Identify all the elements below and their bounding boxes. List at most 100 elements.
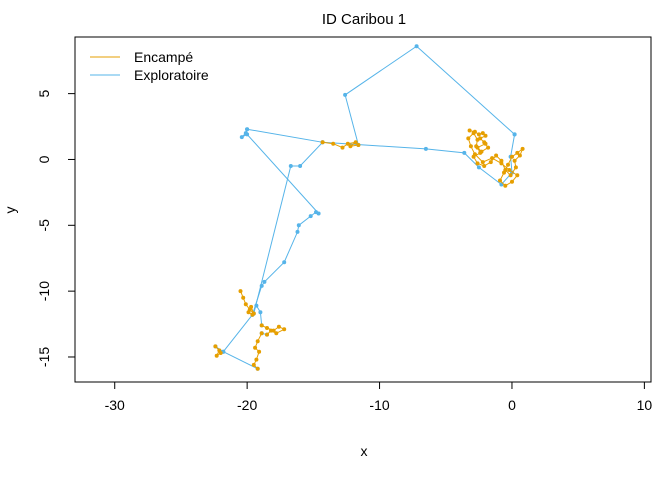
data-point	[498, 178, 502, 183]
data-point	[482, 164, 487, 168]
data-point	[276, 324, 281, 329]
y-axis: -15 -10 -5 0 5	[36, 90, 76, 367]
series-line	[215, 314, 253, 353]
data-point	[320, 140, 325, 145]
data-point	[265, 326, 269, 330]
series-line	[247, 128, 324, 314]
data-point	[239, 135, 244, 140]
data-point	[476, 165, 481, 170]
data-point	[423, 146, 428, 151]
data-point	[345, 141, 350, 146]
data-point	[296, 223, 301, 228]
data-point	[490, 156, 495, 161]
data-point	[265, 332, 269, 337]
data-point	[246, 310, 251, 315]
data-point	[483, 133, 488, 138]
data-point	[282, 327, 287, 332]
data-point	[510, 179, 514, 184]
data-point	[475, 161, 480, 166]
x-axis-label: x	[361, 443, 368, 459]
data-point	[482, 140, 487, 145]
data-point	[218, 351, 223, 355]
x-tick-label: 10	[637, 397, 653, 413]
y-tick-label: 0	[36, 155, 52, 163]
x-axis: -30 -20 -10 0 10	[105, 381, 653, 413]
chart-title: ID Caribou 1	[322, 11, 406, 28]
data-point	[480, 131, 485, 136]
data-point	[282, 260, 287, 265]
legend: Encampé Exploratoire	[90, 49, 209, 83]
data-point	[245, 127, 250, 132]
data-point	[259, 331, 264, 336]
data-point	[466, 136, 471, 141]
data-point	[243, 302, 248, 307]
data-point	[486, 145, 491, 150]
series-line	[344, 45, 515, 146]
data-point	[308, 214, 313, 219]
data-point	[503, 183, 508, 188]
data-point	[353, 140, 358, 145]
data-point	[510, 154, 514, 159]
series-line	[215, 346, 221, 358]
data-point	[250, 312, 255, 317]
data-point	[249, 304, 254, 309]
data-point	[331, 141, 336, 146]
x-tick-label: -10	[369, 397, 389, 413]
series-line	[223, 351, 258, 370]
data-point	[356, 143, 361, 147]
series-exploratoire	[213, 44, 517, 371]
series-line	[241, 129, 319, 315]
data-point	[502, 170, 506, 175]
data-point	[343, 92, 348, 97]
data-point	[475, 137, 480, 142]
data-point	[213, 344, 218, 349]
data-point	[499, 161, 504, 166]
x-tick-label: -30	[105, 397, 125, 413]
data-point	[245, 132, 250, 137]
legend-label: Exploratoire	[134, 67, 209, 83]
y-tick-label: 5	[36, 90, 52, 98]
data-point	[488, 160, 493, 165]
data-point	[251, 362, 256, 367]
data-point	[241, 295, 246, 300]
data-point	[471, 131, 476, 136]
data-point	[476, 132, 481, 137]
data-point	[288, 164, 293, 168]
data-point	[506, 162, 510, 167]
data-point	[254, 303, 259, 308]
data-point	[472, 152, 477, 157]
data-point	[298, 164, 303, 168]
plot-frame	[74, 36, 652, 383]
data-point	[255, 339, 260, 344]
data-point	[494, 153, 499, 158]
data-point	[515, 173, 520, 178]
y-tick-label: -5	[36, 219, 52, 232]
y-tick-label: -10	[36, 281, 52, 301]
legend-label: Encampé	[134, 49, 193, 65]
data-point	[474, 144, 479, 149]
data-point	[512, 132, 517, 137]
data-point	[414, 44, 419, 49]
data-point	[467, 128, 472, 133]
y-tick-label: -15	[36, 347, 52, 367]
x-tick-label: -20	[237, 397, 257, 413]
data-point	[214, 353, 219, 358]
data-point	[513, 165, 518, 170]
data-point	[348, 144, 353, 149]
data-point	[269, 328, 273, 333]
data-point	[259, 323, 264, 328]
data-point	[314, 210, 318, 215]
data-point	[253, 345, 258, 350]
series-encampe	[213, 128, 525, 371]
data-point	[517, 153, 522, 158]
data-point	[479, 149, 484, 154]
data-point	[258, 310, 263, 315]
x-tick-label: 0	[508, 397, 516, 413]
series-layer	[213, 44, 525, 371]
data-point	[507, 168, 512, 172]
data-point	[262, 279, 267, 284]
data-point	[274, 331, 279, 336]
data-point	[468, 144, 473, 149]
data-point	[462, 150, 467, 155]
